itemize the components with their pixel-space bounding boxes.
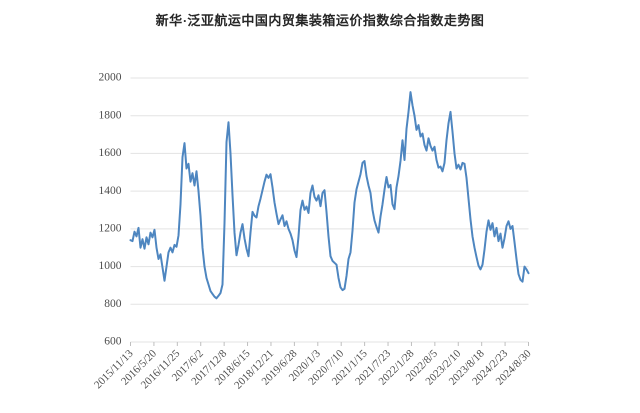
y-tick-label: 1400 (99, 185, 122, 197)
index-line (129, 91, 530, 300)
y-tick-label: 1800 (99, 109, 122, 121)
y-tick-label: 1600 (99, 147, 122, 159)
y-tick-label: 2000 (99, 72, 122, 84)
y-tick-label: 1000 (99, 260, 122, 272)
y-tick-label: 1200 (99, 222, 122, 234)
chart-title: 新华·泛亚航运中国内贸集装箱运价指数综合指数走势图 (155, 13, 485, 28)
y-tick-label: 600 (104, 336, 122, 348)
y-tick-label: 800 (104, 298, 122, 310)
